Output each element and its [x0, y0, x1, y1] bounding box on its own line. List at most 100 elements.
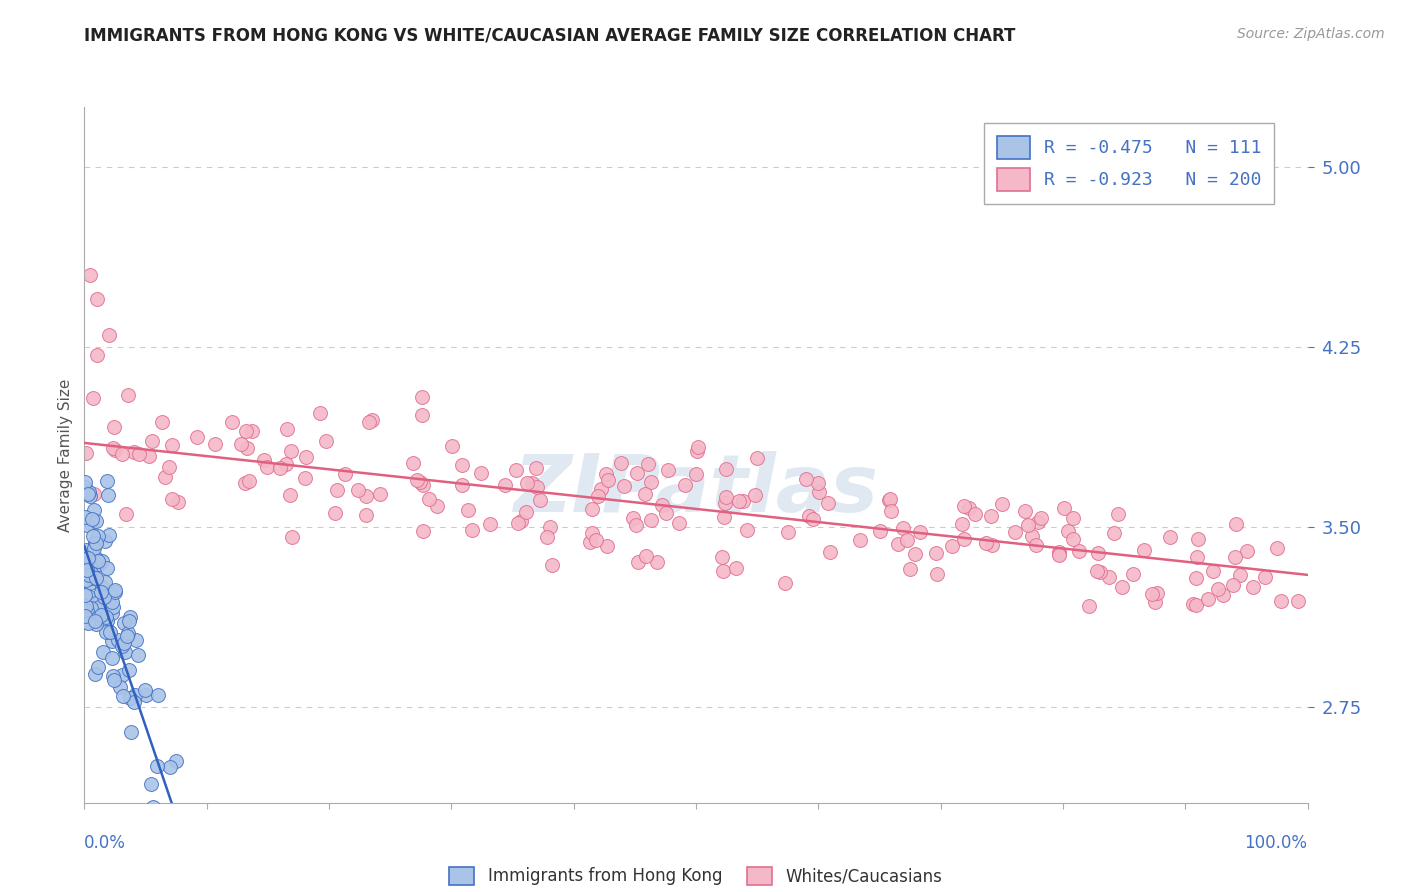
- Point: [101, 595, 124, 609]
- Point: [86, 611, 108, 625]
- Point: [1144, 595, 1167, 609]
- Point: [1062, 533, 1084, 547]
- Point: [516, 475, 538, 490]
- Point: [589, 483, 612, 497]
- Point: [354, 489, 377, 503]
- Point: [75, 475, 97, 489]
- Point: [94, 574, 117, 589]
- Point: [75, 543, 97, 558]
- Point: [621, 511, 644, 525]
- Point: [529, 493, 551, 508]
- Point: [76, 517, 98, 532]
- Point: [96, 561, 118, 575]
- Point: [77, 485, 100, 500]
- Point: [980, 538, 1002, 552]
- Point: [77, 568, 100, 582]
- Point: [1187, 532, 1209, 546]
- Point: [624, 518, 647, 533]
- Point: [796, 472, 818, 486]
- Point: [75, 559, 97, 574]
- Point: [1047, 547, 1070, 561]
- Point: [673, 478, 696, 492]
- Point: [1140, 587, 1163, 601]
- Point: [91, 554, 114, 568]
- Point: [94, 534, 117, 549]
- Point: [411, 408, 433, 422]
- Point: [515, 505, 537, 519]
- Point: [111, 689, 134, 703]
- Point: [114, 645, 136, 659]
- Point: [235, 424, 257, 438]
- Point: [111, 667, 134, 681]
- Point: [776, 524, 799, 539]
- Point: [494, 478, 516, 492]
- Point: [536, 530, 558, 544]
- Point: [308, 406, 330, 420]
- Point: [118, 664, 141, 678]
- Point: [744, 487, 766, 501]
- Point: [118, 610, 141, 624]
- Point: [402, 457, 425, 471]
- Point: [640, 475, 662, 489]
- Point: [84, 535, 107, 549]
- Point: [97, 328, 120, 343]
- Point: [879, 504, 901, 518]
- Point: [114, 507, 136, 521]
- Point: [103, 420, 125, 434]
- Point: [204, 437, 226, 451]
- Point: [1185, 598, 1208, 612]
- Point: [418, 491, 440, 506]
- Point: [409, 475, 432, 489]
- Point: [128, 807, 150, 822]
- Point: [1025, 538, 1047, 552]
- Point: [294, 471, 316, 485]
- Point: [160, 438, 183, 452]
- Point: [256, 460, 278, 475]
- Point: [668, 516, 690, 531]
- Point: [1056, 524, 1078, 538]
- Point: [238, 474, 260, 488]
- Point: [79, 571, 101, 585]
- Point: [97, 528, 120, 542]
- Point: [1229, 567, 1251, 582]
- Point: [112, 636, 135, 650]
- Text: 0.0%: 0.0%: [84, 834, 127, 852]
- Point: [1225, 516, 1247, 531]
- Point: [1288, 594, 1310, 608]
- Point: [688, 440, 710, 454]
- Point: [233, 476, 256, 491]
- Point: [79, 489, 101, 503]
- Point: [111, 639, 134, 653]
- Point: [118, 690, 141, 705]
- Point: [146, 759, 169, 773]
- Point: [710, 549, 733, 564]
- Y-axis label: Average Family Size: Average Family Size: [58, 378, 73, 532]
- Point: [91, 645, 114, 659]
- Point: [925, 546, 948, 560]
- Point: [451, 478, 474, 492]
- Point: [1185, 571, 1208, 585]
- Point: [150, 415, 173, 429]
- Point: [86, 617, 108, 632]
- Point: [596, 539, 619, 553]
- Point: [510, 514, 533, 528]
- Point: [1017, 517, 1039, 532]
- Point: [957, 500, 980, 515]
- Point: [1047, 545, 1070, 559]
- Point: [1062, 510, 1084, 524]
- Point: [83, 503, 105, 517]
- Point: [724, 561, 747, 575]
- Point: [1185, 549, 1208, 564]
- Point: [107, 633, 129, 648]
- Point: [1031, 511, 1053, 525]
- Point: [588, 490, 610, 504]
- Point: [1111, 580, 1133, 594]
- Point: [908, 524, 931, 539]
- Point: [818, 545, 841, 559]
- Point: [76, 563, 98, 577]
- Point: [236, 442, 259, 456]
- Point: [138, 449, 160, 463]
- Point: [75, 446, 97, 460]
- Point: [1090, 565, 1112, 579]
- Point: [595, 467, 617, 481]
